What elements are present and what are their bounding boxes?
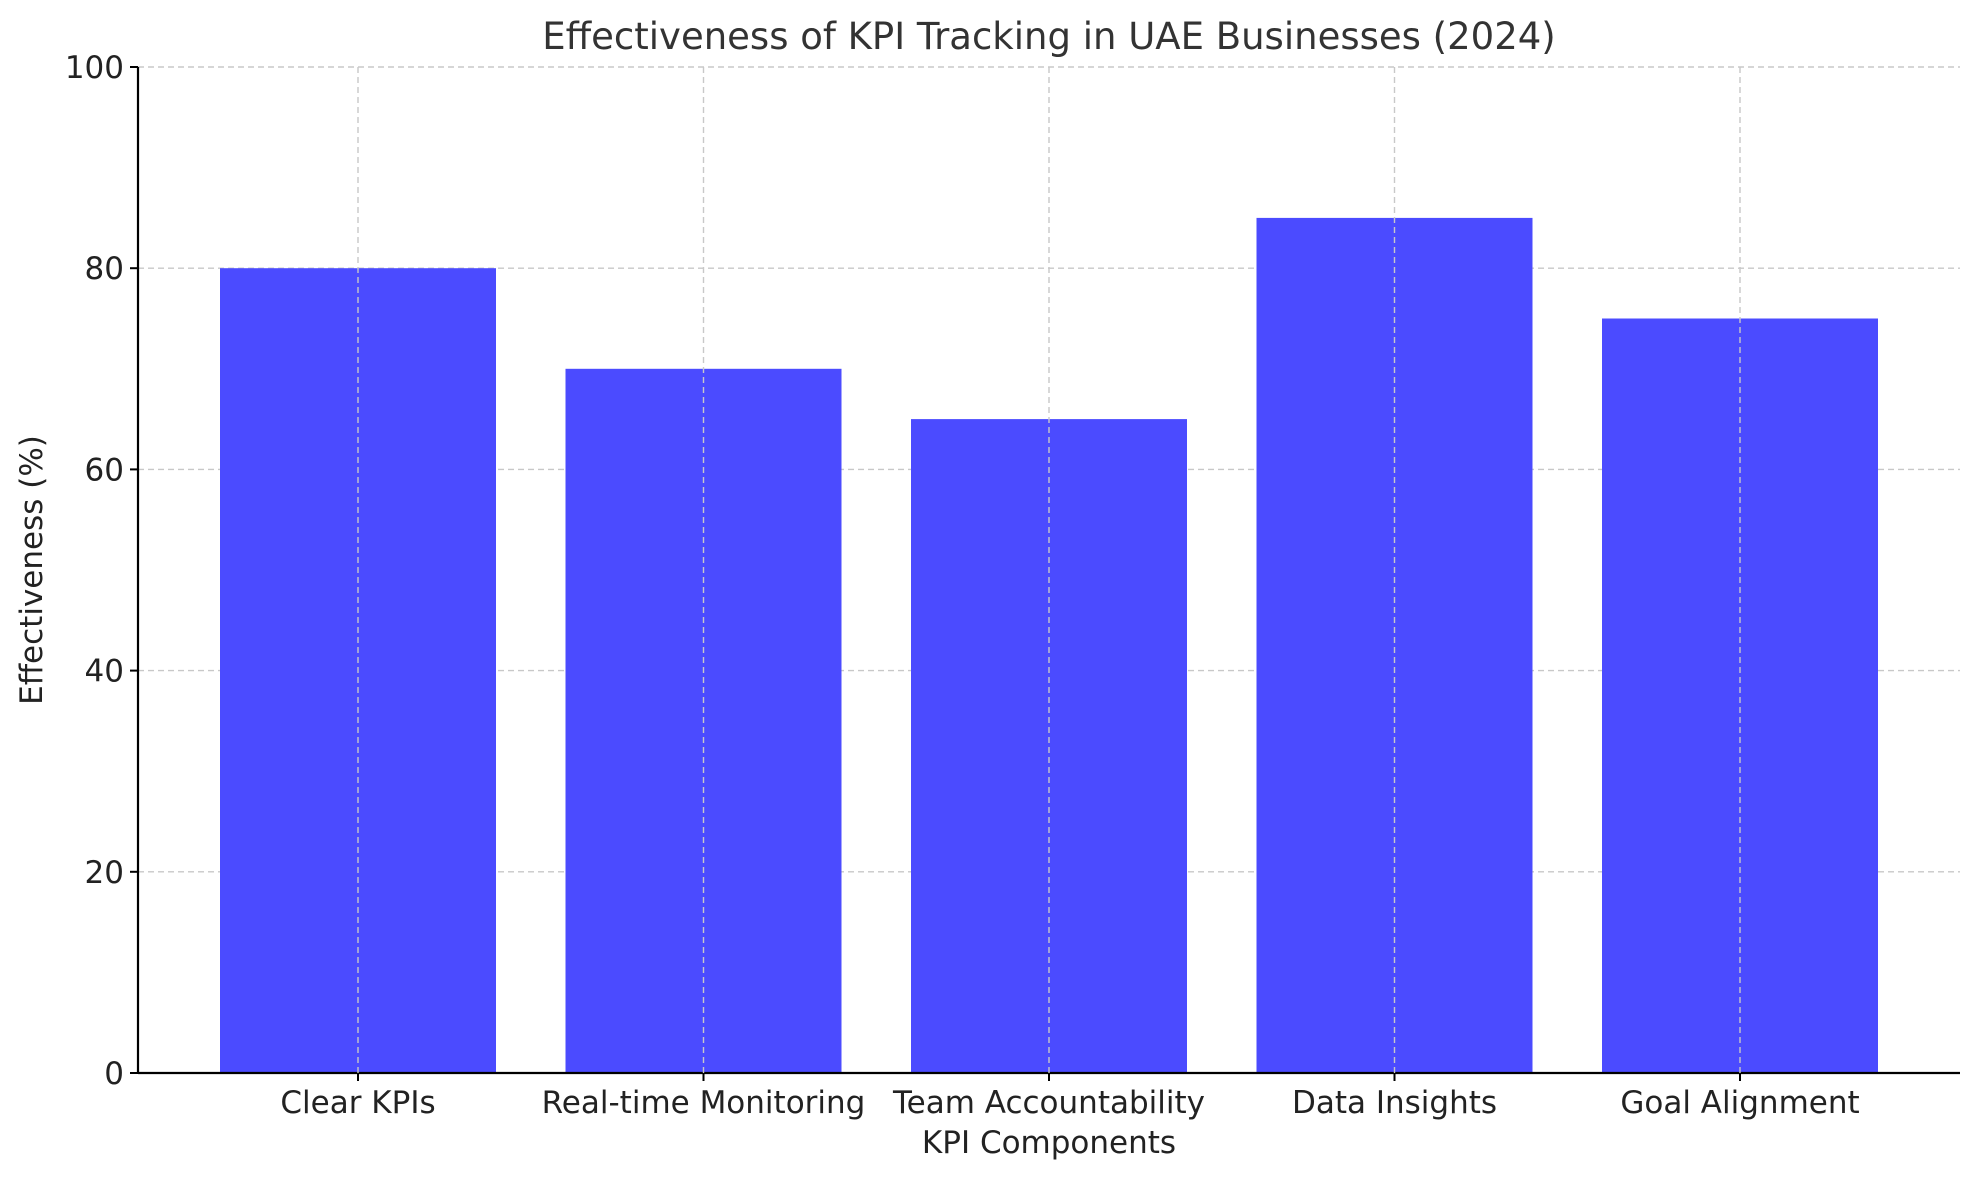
x-axis-label: KPI Components xyxy=(922,1125,1176,1161)
bars-layer xyxy=(220,217,1878,1074)
y-tick-label: 60 xyxy=(85,452,124,488)
ticks-layer: 0 20 40 60 80 100 Clear KPIs Real-time Monitori… xyxy=(65,50,1860,1121)
x-tick-label: Team Accountability xyxy=(892,1085,1205,1121)
x-tick-label: Data Insights xyxy=(1292,1085,1497,1121)
y-tick-label: 20 xyxy=(85,855,124,891)
y-tick-label: 0 xyxy=(104,1056,124,1092)
y-axis-label: Effectiveness (%) xyxy=(14,435,50,705)
chart-title: Effectiveness of KPI Tracking in UAE Bus… xyxy=(542,15,1555,58)
y-tick-label: 40 xyxy=(85,654,124,690)
bar-data-insights xyxy=(1256,217,1533,1073)
x-tick-label: Goal Alignment xyxy=(1620,1085,1859,1121)
y-tick-label: 100 xyxy=(65,50,124,86)
x-tick-label: Real-time Monitoring xyxy=(542,1085,866,1121)
x-tick-label: Clear KPIs xyxy=(280,1085,435,1121)
y-tick-label: 80 xyxy=(85,251,124,287)
